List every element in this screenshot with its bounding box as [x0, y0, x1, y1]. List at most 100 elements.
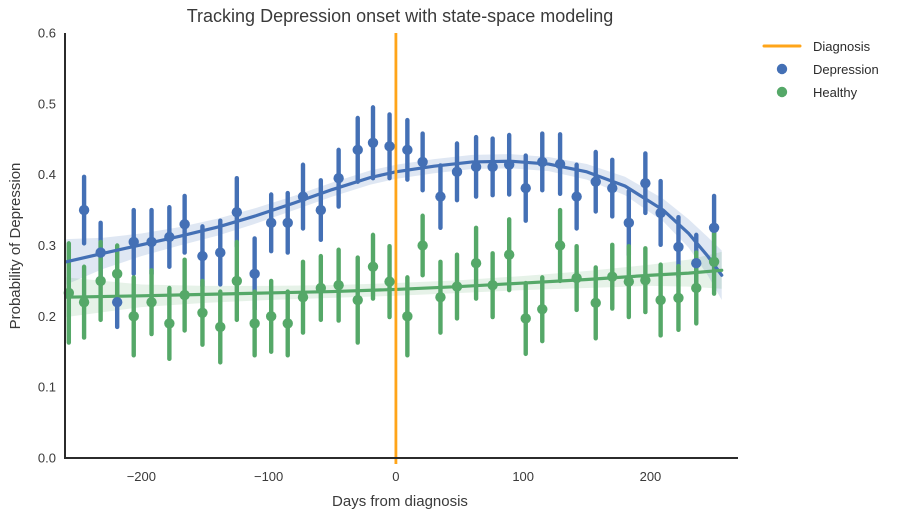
data-point-healthy	[63, 287, 75, 299]
data-point-healthy	[315, 282, 327, 294]
data-point-healthy	[417, 240, 428, 251]
data-point-healthy	[503, 249, 515, 260]
data-point-healthy	[435, 292, 446, 303]
data-point-depression	[655, 207, 666, 219]
data-point-healthy	[673, 292, 684, 304]
y-tick-label: 0.4	[38, 167, 56, 182]
data-point-depression	[297, 191, 309, 202]
data-point-depression	[179, 219, 190, 230]
data-point-depression	[111, 296, 123, 308]
x-tick-label: 0	[392, 469, 399, 484]
data-point-healthy	[249, 318, 260, 329]
data-point-depression	[402, 144, 413, 156]
data-point-depression	[640, 177, 651, 189]
data-point-healthy	[384, 276, 395, 287]
data-point-depression	[197, 250, 208, 262]
data-point-healthy	[590, 297, 601, 309]
data-point-healthy	[607, 271, 618, 282]
data-point-healthy	[470, 258, 482, 269]
data-point-depression	[451, 166, 463, 178]
data-point-depression	[503, 159, 515, 170]
data-point-depression	[673, 241, 684, 253]
trend-line-healthy	[64, 268, 724, 299]
data-point-healthy	[487, 279, 498, 291]
y-tick-label: 0.5	[38, 96, 56, 111]
legend: Diagnosis Depression Healthy	[762, 39, 879, 100]
data-point-healthy	[402, 311, 413, 322]
data-point-healthy	[367, 261, 379, 272]
data-point-depression	[417, 156, 428, 168]
y-tick-label: 0.2	[38, 309, 56, 324]
data-point-healthy	[537, 304, 548, 315]
confidence-band-depression	[66, 154, 722, 301]
y-tick-label: 0.3	[38, 238, 56, 253]
data-point-depression	[623, 217, 635, 229]
legend-healthy-label: Healthy	[813, 85, 858, 100]
data-point-healthy	[708, 256, 720, 267]
data-point-healthy	[623, 276, 635, 287]
data-point-depression	[708, 222, 720, 233]
data-point-depression	[78, 204, 90, 216]
data-point-healthy	[282, 318, 293, 329]
data-point-healthy	[571, 272, 582, 284]
data-point-depression	[691, 258, 702, 269]
data-point-depression	[231, 207, 243, 218]
legend-depression-swatch-dot	[776, 63, 788, 75]
plot-area: 0.0 0.1 0.2 0.3 0.4 0.5 0.6 −200 −100 0 100 200	[38, 26, 738, 484]
data-point-depression	[215, 247, 226, 258]
data-point-depression	[607, 182, 618, 194]
data-point-depression	[384, 141, 395, 152]
data-point-healthy	[655, 294, 666, 306]
data-point-depression	[367, 137, 379, 148]
data-point-healthy	[111, 268, 123, 280]
data-point-healthy	[352, 294, 363, 306]
data-point-depression	[470, 161, 482, 173]
data-point-depression	[164, 231, 175, 243]
data-point-depression	[282, 217, 293, 229]
data-point-depression	[554, 158, 566, 170]
confidence-band-healthy	[66, 251, 722, 318]
data-point-healthy	[215, 321, 226, 333]
data-point-depression	[435, 191, 446, 202]
trend-line-depression	[64, 159, 724, 277]
legend-healthy-swatch-dot	[776, 86, 788, 98]
data-point-depression	[520, 182, 531, 194]
data-point-depression	[590, 176, 601, 187]
legend-diagnosis-label: Diagnosis	[813, 39, 871, 54]
data-point-healthy	[265, 311, 277, 322]
data-point-healthy	[231, 275, 243, 287]
x-tick-label: 200	[640, 469, 662, 484]
data-point-healthy	[146, 296, 157, 308]
data-point-depression	[352, 144, 363, 156]
data-point-healthy	[95, 275, 106, 287]
y-tick-label: 0.6	[38, 26, 56, 41]
data-point-healthy	[451, 281, 463, 292]
data-point-healthy	[691, 282, 702, 294]
data-point-healthy	[128, 311, 139, 322]
y-axis-label: Probability of Depression	[7, 163, 24, 330]
data-point-healthy	[179, 289, 190, 301]
x-tick-label: −200	[127, 469, 156, 484]
data-point-healthy	[164, 318, 175, 329]
data-point-depression	[571, 191, 582, 202]
legend-depression-label: Depression	[813, 62, 879, 77]
data-point-depression	[146, 236, 157, 248]
data-point-depression	[537, 156, 548, 168]
data-point-healthy	[554, 240, 566, 251]
y-tick-label: 0.1	[38, 380, 56, 395]
data-point-depression	[128, 236, 139, 248]
data-point-healthy	[520, 313, 531, 324]
data-point-depression	[333, 173, 344, 184]
data-point-healthy	[78, 296, 90, 308]
data-point-depression	[95, 247, 106, 258]
data-point-depression	[249, 268, 260, 280]
data-point-healthy	[640, 275, 651, 286]
x-tick-label: −100	[254, 469, 283, 484]
data-point-depression	[265, 217, 277, 229]
data-point-depression	[315, 204, 327, 216]
x-axis-label: Days from diagnosis	[332, 493, 468, 510]
data-point-healthy	[333, 279, 344, 291]
x-tick-label: 100	[512, 469, 534, 484]
